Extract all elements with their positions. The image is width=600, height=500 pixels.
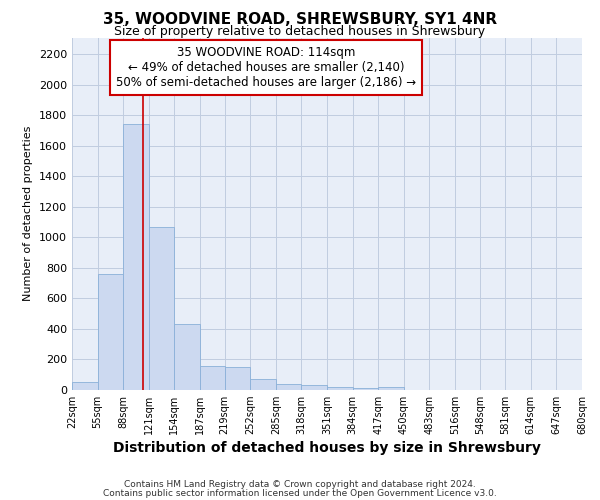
Bar [250,378,276,390]
Y-axis label: Number of detached properties: Number of detached properties [23,126,34,302]
Text: 35 WOODVINE ROAD: 114sqm
← 49% of detached houses are smaller (2,140)
50% of sem: 35 WOODVINE ROAD: 114sqm ← 49% of detach… [116,46,416,90]
Bar [200,366,226,390]
X-axis label: Distribution of detached houses by size in Shrewsbury: Distribution of detached houses by size … [113,442,541,456]
Bar [72,382,98,390]
Text: Contains public sector information licensed under the Open Government Licence v3: Contains public sector information licen… [103,489,497,498]
Bar [224,367,250,390]
Bar [327,386,353,390]
Bar [378,386,404,390]
Bar [175,324,200,390]
Bar [123,124,149,390]
Text: Contains HM Land Registry data © Crown copyright and database right 2024.: Contains HM Land Registry data © Crown c… [124,480,476,489]
Text: Size of property relative to detached houses in Shrewsbury: Size of property relative to detached ho… [115,25,485,38]
Bar [149,226,175,390]
Bar [353,388,378,390]
Bar [301,386,327,390]
Text: 35, WOODVINE ROAD, SHREWSBURY, SY1 4NR: 35, WOODVINE ROAD, SHREWSBURY, SY1 4NR [103,12,497,28]
Bar [98,274,123,390]
Bar [276,384,301,390]
